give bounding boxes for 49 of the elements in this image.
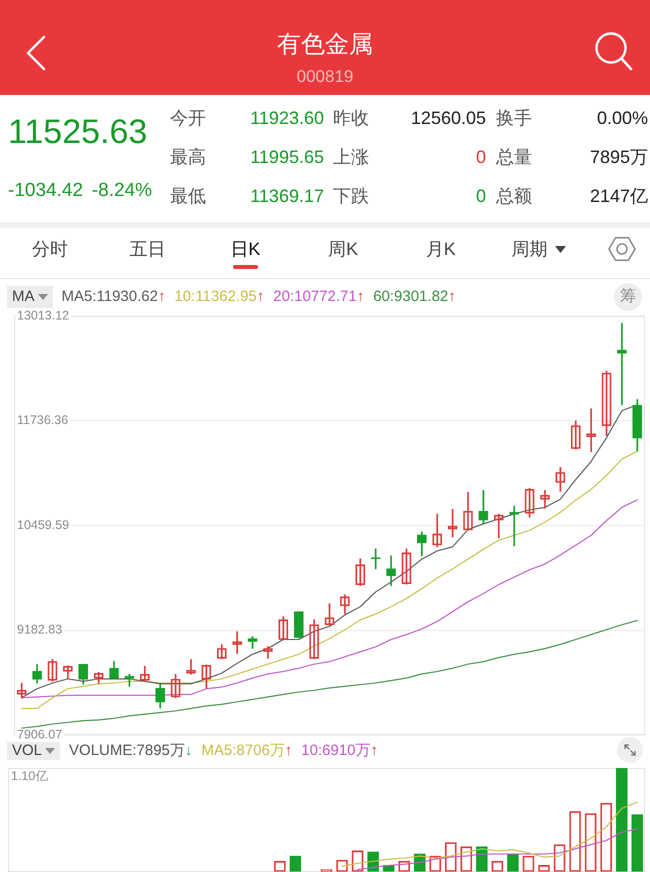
text: MA5:8706万↑ <box>201 742 292 760</box>
candlestick <box>386 555 396 586</box>
y-tick-label: 10459.59 <box>17 518 70 532</box>
text: 今开 <box>170 107 206 129</box>
text: 最低 <box>170 185 206 207</box>
text: 有色金属 <box>277 30 373 58</box>
text: 五日 <box>130 238 166 260</box>
text: 周期 <box>512 238 548 260</box>
bar <box>616 768 628 872</box>
annotation: 1.10亿 <box>11 768 48 784</box>
text: 日K <box>230 238 260 260</box>
text: 11369.17 <box>250 185 324 207</box>
y-tick-label: 13013.12 <box>17 308 70 322</box>
text: 000819 <box>296 67 354 87</box>
text: 下跌 <box>333 185 369 207</box>
round-button: 筹 <box>614 283 642 311</box>
text: 换手 <box>496 107 532 129</box>
text: 昨收 <box>333 107 369 129</box>
text: 60:9301.82↑ <box>373 288 456 306</box>
text: 11995.65 <box>250 146 324 168</box>
text: 总额 <box>496 185 532 207</box>
text: 总量 <box>496 146 532 168</box>
bar <box>382 865 394 872</box>
text: 10:6910万↑ <box>301 742 378 760</box>
legend-title: MA <box>12 288 34 306</box>
text: 2147亿 <box>590 185 648 207</box>
text: 10:11362.95↑ <box>174 288 264 306</box>
text: 20:10772.71↑ <box>273 288 364 306</box>
text: 11923.60 <box>250 107 324 129</box>
text: MA5:11930.62↑ <box>62 288 166 306</box>
legend-title: VOL <box>12 742 42 760</box>
text: VOLUME:7895万↓ <box>69 742 192 760</box>
text: 7895万 <box>590 146 648 168</box>
text: 0.00% <box>596 107 648 129</box>
text: -1034.42 <box>8 178 84 202</box>
text: 0 <box>476 185 486 207</box>
text: 12560.05 <box>410 107 486 129</box>
bar <box>631 814 644 872</box>
y-tick-label: 9182.83 <box>17 622 62 637</box>
text: 分时 <box>32 238 68 260</box>
text: 0 <box>476 146 486 168</box>
text: 周K <box>328 238 358 260</box>
y-tick-label: 11736.36 <box>17 413 68 428</box>
text: 上涨 <box>333 146 369 168</box>
text: 最高 <box>170 146 206 168</box>
y-tick-label: 7906.07 <box>17 727 62 742</box>
text: 11525.63 <box>8 112 148 152</box>
text: -8.24% <box>92 178 152 202</box>
text: 月K <box>426 238 456 260</box>
